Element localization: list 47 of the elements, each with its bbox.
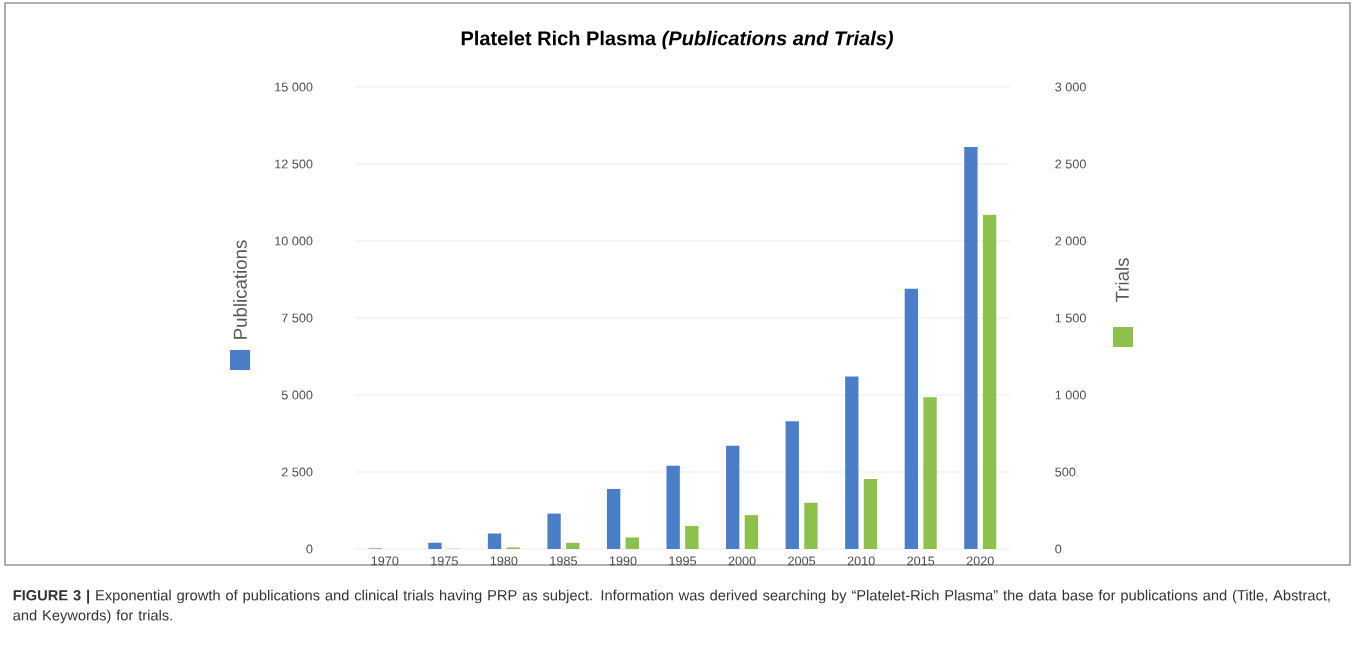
bar — [964, 147, 978, 549]
x-tick-label: 1995 — [669, 556, 697, 566]
y2-tick-label: 0 — [1055, 544, 1062, 554]
text: FIGURE 3 | Exponential growth of publications and clinical trials having PRP as subject. Information was derived searching by “Platelet-Rich Plasma” the data base for publications and (Title, Abstract, and Keywords) for trials. — [13, 589, 1330, 624]
x-tick-label: 1975 — [431, 556, 458, 566]
bar — [904, 288, 919, 549]
y-tick-label: 15 000 — [275, 82, 313, 92]
y-tick-label: 2 500 — [281, 467, 313, 477]
x-tick-label: 2005 — [788, 556, 816, 566]
bar — [625, 537, 639, 549]
bar — [785, 421, 799, 549]
y2-axis-title: Trials — [1115, 258, 1129, 303]
y2-tick-label: 2 000 — [1055, 236, 1086, 246]
bar — [547, 513, 561, 549]
y2-tick-label: 3 000 — [1055, 82, 1086, 92]
bar — [804, 502, 818, 549]
bar — [982, 214, 997, 549]
x-tick-label: 2015 — [907, 556, 935, 566]
y2-tick-label: 1 000 — [1055, 390, 1086, 400]
bar — [606, 488, 621, 549]
x-tick-label: 1990 — [609, 556, 637, 566]
bar — [566, 542, 580, 549]
y2-tick-label: 2 500 — [1055, 159, 1086, 169]
chart-title: Platelet Rich Plasma (Publications and Trials) — [461, 30, 893, 50]
y-tick-label: 7 500 — [281, 313, 313, 323]
bar — [726, 445, 740, 549]
bar — [487, 533, 502, 549]
bar — [666, 465, 680, 549]
x-tick-label: 1970 — [371, 556, 399, 566]
y2-tick-label: 500 — [1055, 467, 1076, 477]
y2-tick-label: 1 500 — [1055, 313, 1086, 323]
bar — [923, 397, 937, 549]
x-tick-label: 1980 — [490, 556, 518, 566]
bar — [685, 525, 699, 549]
y-axis-title: Publications — [233, 240, 247, 339]
y-tick-label: 5 000 — [281, 390, 313, 400]
x-tick-label: 2000 — [728, 556, 756, 566]
x-tick-label: 2010 — [847, 556, 875, 566]
y-tick-label: 12 500 — [275, 159, 313, 169]
y-tick-label: 10 000 — [275, 236, 313, 246]
bar — [744, 515, 759, 549]
y-tick-label: 0 — [306, 544, 313, 554]
x-tick-label: 2020 — [966, 556, 994, 566]
bar — [428, 542, 442, 549]
bar — [845, 376, 859, 549]
x-tick-label: 1985 — [550, 556, 577, 566]
bar — [863, 478, 878, 549]
